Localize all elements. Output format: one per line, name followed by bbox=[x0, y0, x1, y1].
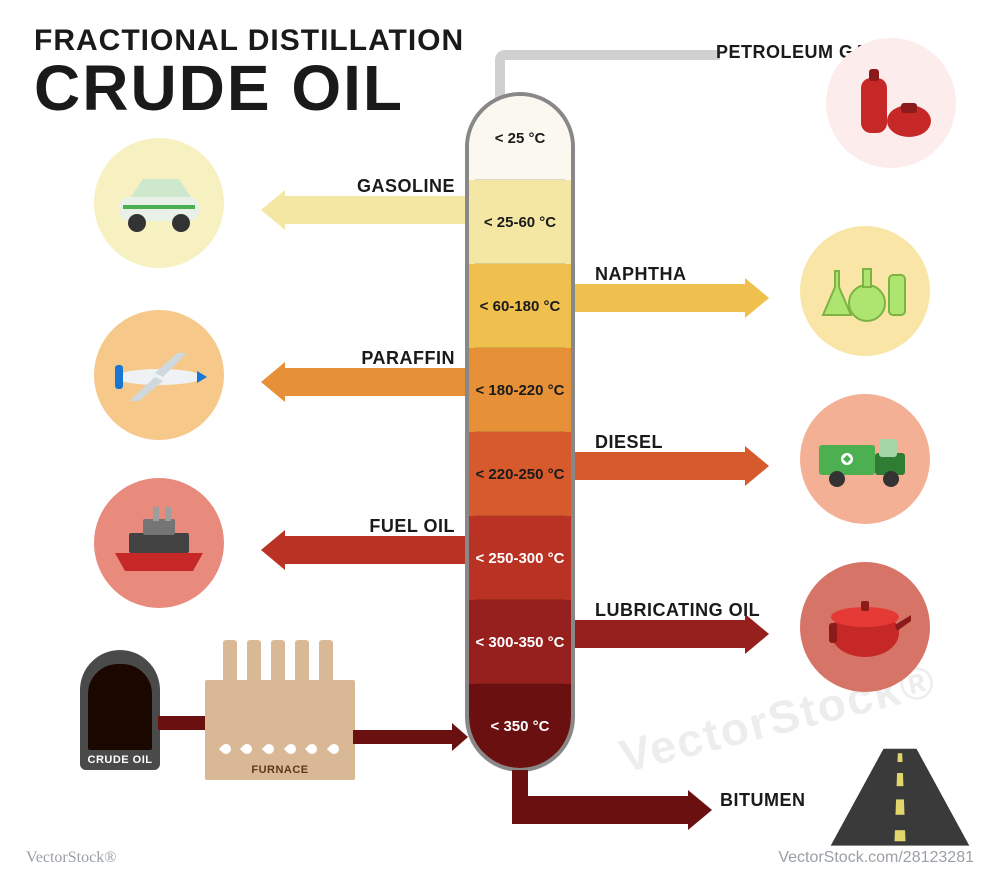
product-label-paraffin: PARAFFIN bbox=[305, 348, 455, 369]
furnace: FURNACE bbox=[205, 640, 355, 780]
arrow-naphtha bbox=[575, 284, 769, 312]
fraction-band-3: < 180-220 °C bbox=[469, 348, 571, 432]
fraction-band-4: < 220-250 °C bbox=[469, 432, 571, 516]
bitumen-arrowhead bbox=[688, 790, 712, 830]
crude-oil-label: CRUDE OIL bbox=[88, 754, 153, 766]
fraction-band-7: < 350 °C bbox=[469, 684, 571, 768]
title-block: FRACTIONAL DISTILLATION CRUDE OIL bbox=[34, 24, 464, 119]
pipe-furnace-to-column bbox=[353, 730, 453, 744]
arrow-gasoline bbox=[261, 196, 465, 224]
product-label-naphtha: NAPHTHA bbox=[595, 264, 687, 285]
column-bottom-pipe-h bbox=[512, 796, 692, 824]
product-label-bitumen: BITUMEN bbox=[720, 790, 806, 811]
fraction-band-1: < 25-60 °C bbox=[469, 180, 571, 264]
pipe-furnace-arrowhead bbox=[452, 723, 468, 751]
fraction-band-5: < 250-300 °C bbox=[469, 516, 571, 600]
watermark-logo: VectorStock® bbox=[26, 849, 116, 867]
product-icon-gas-cylinders bbox=[826, 38, 956, 168]
main-title: CRUDE OIL bbox=[34, 58, 464, 119]
product-icon-flasks bbox=[800, 226, 930, 356]
product-icon-car bbox=[94, 138, 224, 268]
product-label-gasoline: GASOLINE bbox=[305, 176, 455, 197]
product-label-fuel-oil: FUEL OIL bbox=[305, 516, 455, 537]
product-label-diesel: DIESEL bbox=[595, 432, 663, 453]
product-icon-road bbox=[820, 740, 980, 850]
diagram-root: FRACTIONAL DISTILLATION CRUDE OIL < 25 °… bbox=[0, 0, 1000, 885]
product-icon-airplane bbox=[94, 310, 224, 440]
product-icon-oil-can bbox=[800, 562, 930, 692]
fraction-band-6: < 300-350 °C bbox=[469, 600, 571, 684]
fraction-band-2: < 60-180 °C bbox=[469, 264, 571, 348]
arrow-fuel-oil bbox=[261, 536, 465, 564]
fraction-band-0: < 25 °C bbox=[469, 96, 571, 180]
arrow-diesel bbox=[575, 452, 769, 480]
watermark-id: VectorStock.com/28123281 bbox=[778, 849, 974, 867]
furnace-label: FURNACE bbox=[205, 764, 355, 776]
product-icon-ship bbox=[94, 478, 224, 608]
crude-oil-tank: CRUDE OIL bbox=[80, 650, 160, 770]
arrow-paraffin bbox=[261, 368, 465, 396]
arrow-lubricating-oil bbox=[575, 620, 769, 648]
distillation-column: < 25 °C< 25-60 °C< 60-180 °C< 180-220 °C… bbox=[465, 92, 575, 772]
product-icon-truck bbox=[800, 394, 930, 524]
product-label-lubricating-oil: LUBRICATING OIL bbox=[595, 600, 760, 621]
